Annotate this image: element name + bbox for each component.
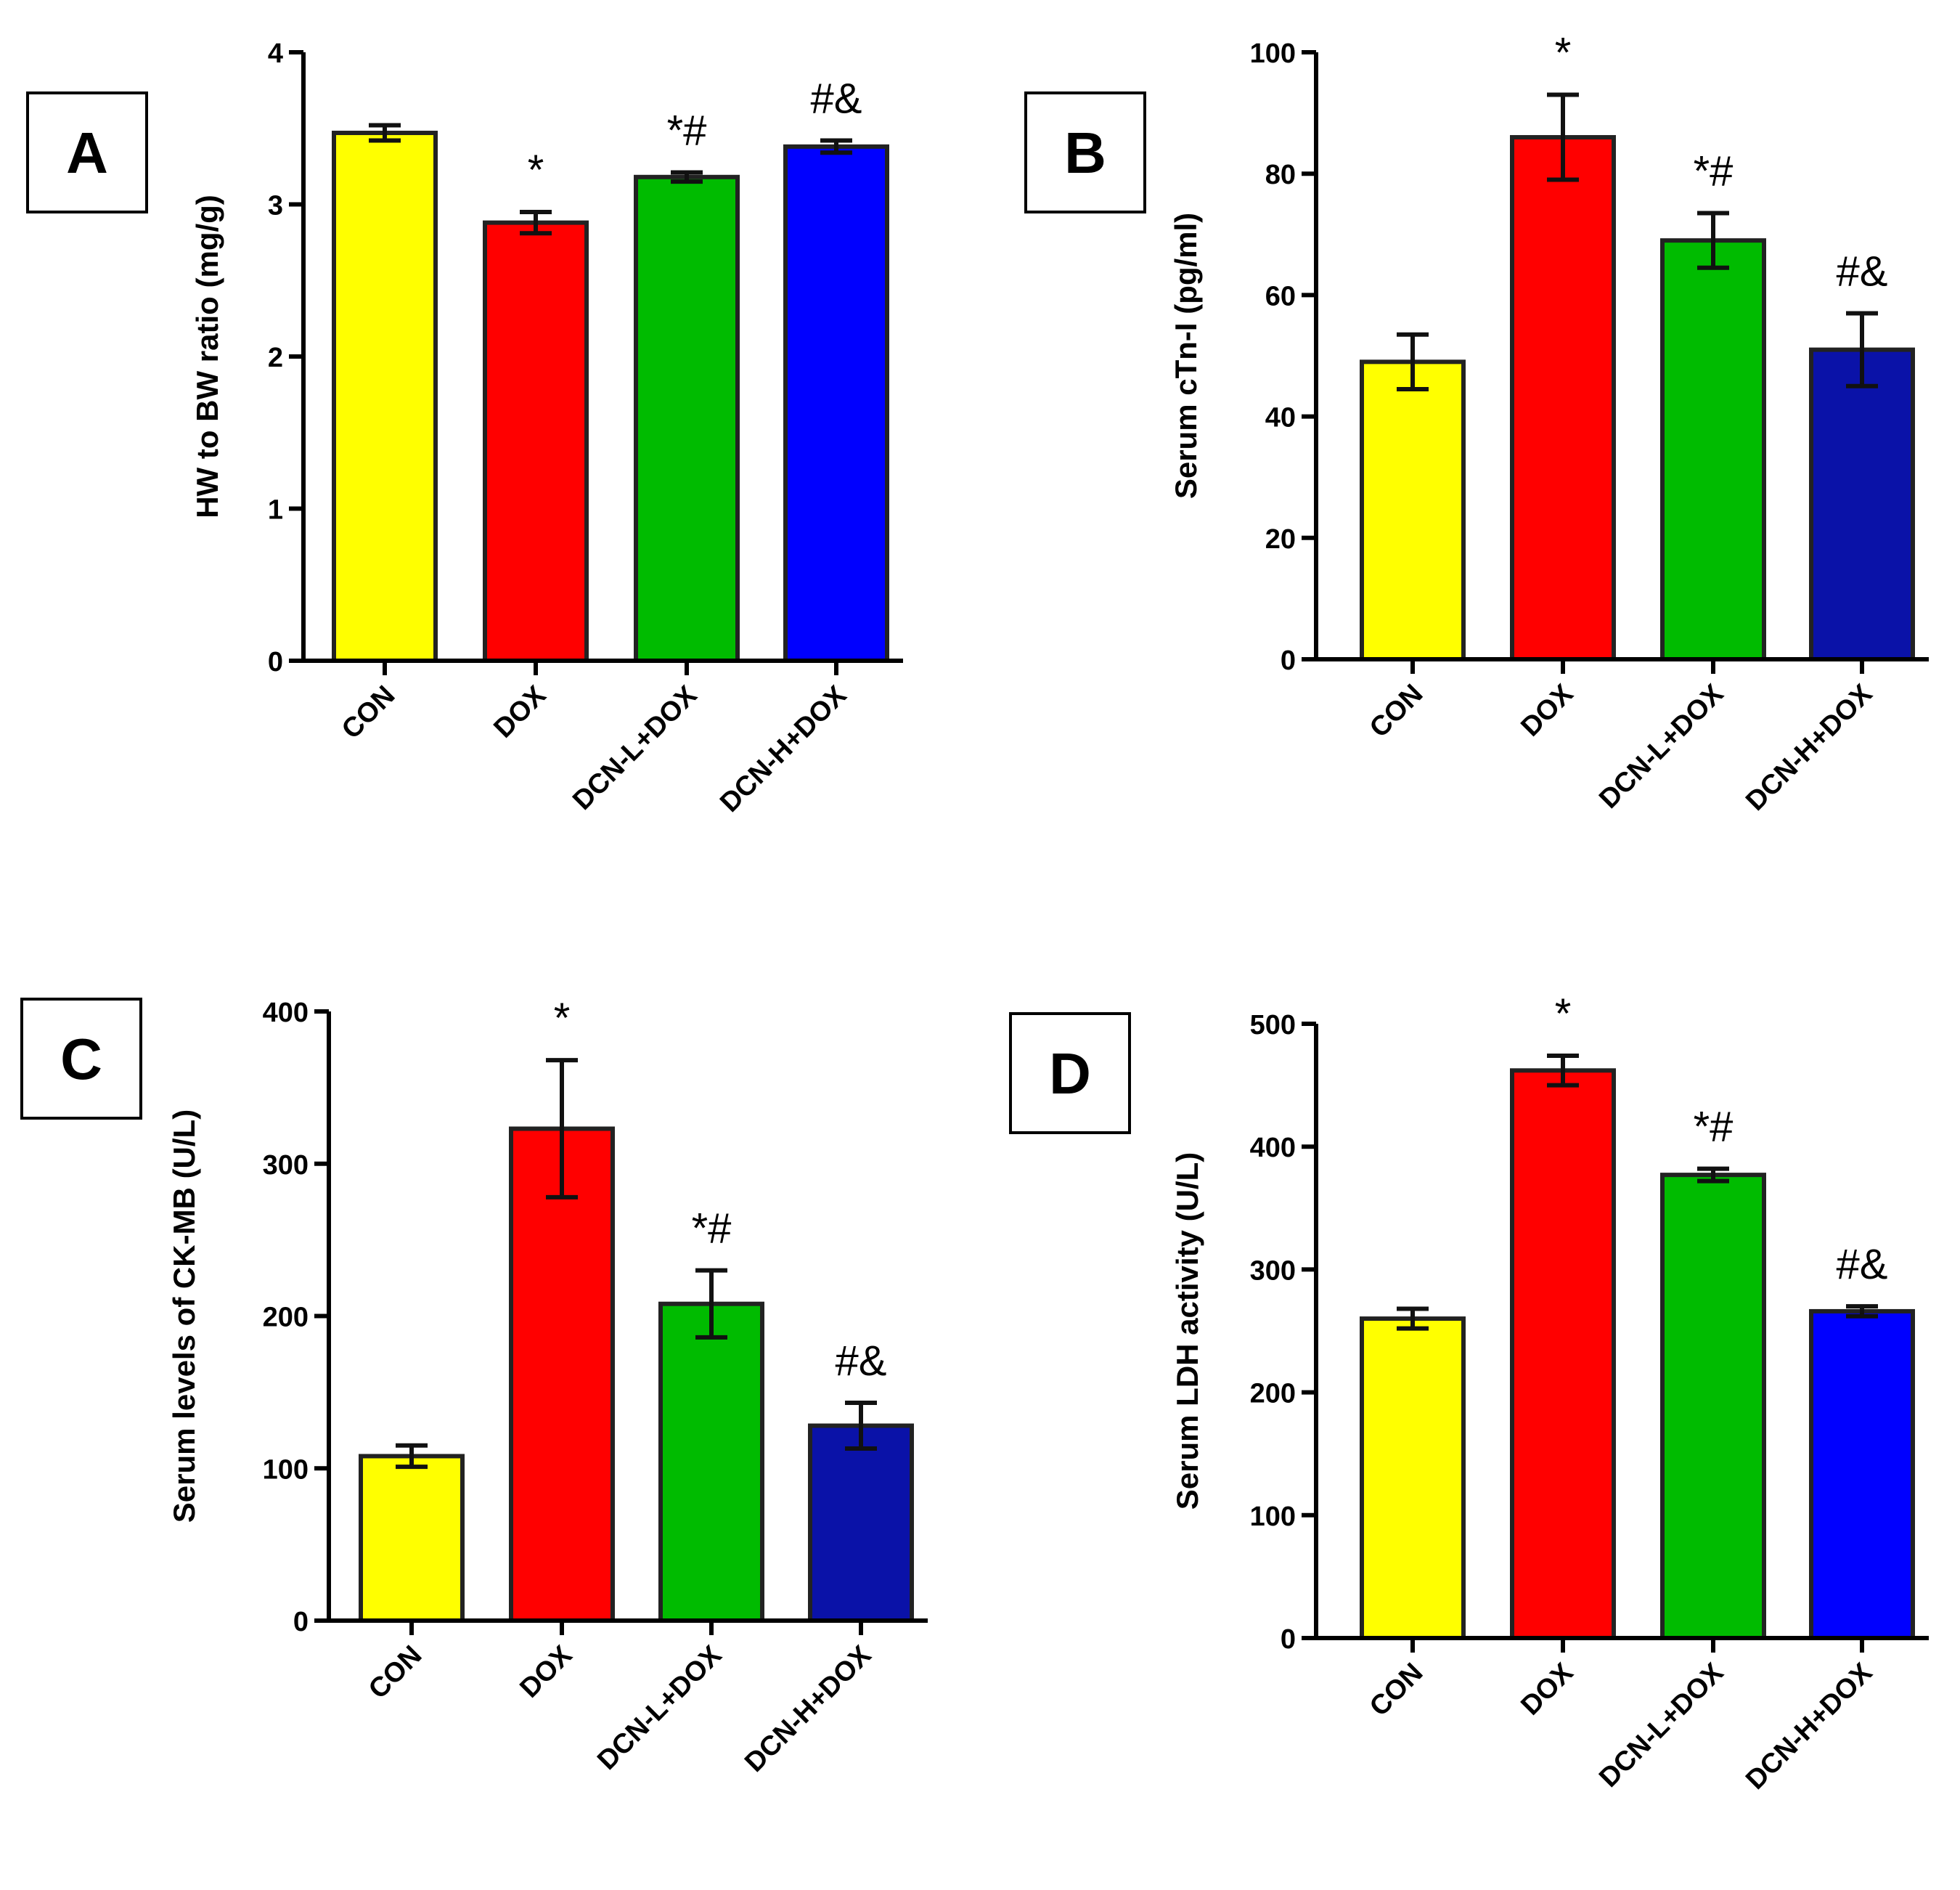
panel-c-y-tick-label-1: 100 bbox=[263, 1454, 309, 1485]
panel-a-y-axis-title: HW to BW ratio (mg/g) bbox=[190, 195, 224, 518]
panel-a-bar-dox bbox=[483, 220, 589, 663]
panel-d-y-tick-label-4: 400 bbox=[1250, 1133, 1296, 1163]
panel-a-y-tick-label-3: 3 bbox=[268, 191, 283, 221]
panel-a: A HW to BW ratio (mg/g) 0 1 2 3 4 CON * DOX *# DCN… bbox=[26, 38, 903, 818]
panel-b-bar-dcn-h-dox bbox=[1809, 347, 1915, 661]
panel-a-significance-dcn-l-dox: *# bbox=[667, 107, 707, 155]
panel-d-category-label-con: CON bbox=[1364, 1658, 1429, 1722]
panel-b-letter: B bbox=[1064, 121, 1106, 185]
panel-b-y-tick-label-0: 0 bbox=[1281, 645, 1296, 676]
panel-c-significance-dcn-h-dox: #& bbox=[836, 1337, 887, 1385]
panel-a-bar-dcn-h-dox bbox=[783, 144, 889, 663]
panel-a-label-box bbox=[26, 91, 148, 213]
panel-d-y-axis-title: Serum LDH activity (U/L) bbox=[1170, 1152, 1204, 1510]
panel-d-bar-dox bbox=[1510, 1068, 1616, 1640]
panel-d-label-box bbox=[1009, 1012, 1131, 1134]
panel-c-y-tick-label-4: 400 bbox=[263, 998, 309, 1028]
panel-d-y-tick-label-3: 300 bbox=[1250, 1255, 1296, 1286]
panel-c-category-label-con: CON bbox=[363, 1640, 428, 1705]
panel-c-category-label-dcn-h-dox: DCN-H+DOX bbox=[739, 1640, 878, 1778]
panel-d-bar-dcn-h-dox bbox=[1809, 1308, 1915, 1640]
panel-b-y-tick-label-5: 100 bbox=[1250, 38, 1296, 69]
panel-b-category-label-dcn-l-dox: DCN-L+DOX bbox=[1593, 678, 1730, 815]
panel-a-y-tick-label-1: 1 bbox=[268, 495, 283, 526]
panel-b-y-tick-label-2: 40 bbox=[1265, 403, 1296, 433]
panel-d-significance-dcn-l-dox: *# bbox=[1694, 1104, 1734, 1151]
panel-a-category-label-dcn-l-dox: DCN-L+DOX bbox=[567, 680, 703, 816]
panel-a-y-tick-label-2: 2 bbox=[268, 343, 283, 373]
panel-b-significance-dcn-l-dox: *# bbox=[1694, 148, 1734, 195]
panel-d-y-tick-label-1: 100 bbox=[1250, 1502, 1296, 1532]
panel-c-category-label-dcn-l-dox: DCN-L+DOX bbox=[592, 1640, 728, 1776]
panel-b: B Serum cTn-I (pg/ml) 0 20 40 60 80 100 CON * DOX… bbox=[1024, 30, 1929, 817]
panel-c: C Serum levels of CK-MB (U/L) 0 100 200 300 4… bbox=[20, 995, 928, 1778]
panel-d-letter: D bbox=[1049, 1041, 1091, 1106]
panel-c-label-box bbox=[20, 998, 142, 1120]
panel-a-category-label-con: CON bbox=[336, 680, 401, 745]
panel-c-y-tick-label-3: 300 bbox=[263, 1150, 309, 1181]
panel-b-y-tick-label-1: 20 bbox=[1265, 524, 1296, 555]
panel-b-significance-dcn-h-dox: #& bbox=[1837, 248, 1888, 295]
panel-c-bar-dcn-h-dox bbox=[808, 1423, 914, 1624]
panel-b-y-tick-label-3: 60 bbox=[1265, 281, 1296, 311]
panel-d-y-tick-label-2: 200 bbox=[1250, 1379, 1296, 1409]
panel-d-y-tick-label-5: 500 bbox=[1250, 1010, 1296, 1040]
panel-a-significance-dcn-h-dox: #& bbox=[811, 76, 862, 123]
panel-c-y-tick-label-0: 0 bbox=[293, 1607, 309, 1637]
panel-d-category-label-dox: DOX bbox=[1515, 1657, 1579, 1721]
panel-d-category-label-dcn-l-dox: DCN-L+DOX bbox=[1593, 1657, 1730, 1793]
panel-c-y-tick-label-2: 200 bbox=[263, 1303, 309, 1333]
panel-a-bar-con bbox=[332, 131, 438, 664]
panel-a-bar-dcn-l-dox bbox=[634, 174, 740, 664]
panel-d-significance-dox: * bbox=[1555, 990, 1572, 1038]
panel-b-category-label-dcn-h-dox: DCN-H+DOX bbox=[1740, 678, 1879, 817]
panel-a-y-tick-label-0: 0 bbox=[268, 647, 283, 677]
panel-c-significance-dcn-l-dox: *# bbox=[692, 1205, 732, 1252]
panel-b-bar-dcn-l-dox bbox=[1660, 238, 1766, 662]
panel-a-category-label-dcn-h-dox: DCN-H+DOX bbox=[714, 680, 853, 818]
panel-c-bar-con bbox=[359, 1454, 465, 1623]
panel-b-category-label-con: CON bbox=[1364, 679, 1429, 744]
panel-c-letter: C bbox=[60, 1027, 102, 1091]
panel-a-category-label-dox: DOX bbox=[488, 680, 552, 744]
panel-d-y-tick-label-0: 0 bbox=[1281, 1624, 1296, 1655]
panel-b-significance-dox: * bbox=[1555, 30, 1572, 77]
panel-b-bar-dox bbox=[1510, 135, 1616, 662]
panel-c-y-axis-title: Serum levels of CK-MB (U/L) bbox=[167, 1109, 201, 1523]
panel-b-label-box bbox=[1024, 91, 1146, 213]
panel-b-bar-con bbox=[1360, 359, 1466, 661]
panel-d: D Serum LDH activity (U/L) 0 100 200 300 400 5… bbox=[1009, 990, 1929, 1796]
panel-c-bar-dcn-l-dox bbox=[658, 1301, 764, 1623]
panel-a-significance-dox: * bbox=[528, 147, 544, 194]
panel-a-y-tick-label-4: 4 bbox=[268, 38, 283, 69]
panel-d-bar-dcn-l-dox bbox=[1660, 1173, 1766, 1640]
panel-d-bar-con bbox=[1360, 1316, 1466, 1640]
panel-c-category-label-dox: DOX bbox=[514, 1640, 578, 1703]
panel-a-letter: A bbox=[66, 121, 108, 185]
panel-d-significance-dcn-h-dox: #& bbox=[1837, 1241, 1888, 1288]
panel-c-bar-dox bbox=[509, 1126, 615, 1623]
panel-c-significance-dox: * bbox=[554, 995, 571, 1042]
panel-b-y-tick-label-4: 80 bbox=[1265, 160, 1296, 190]
panel-b-y-axis-title: Serum cTn-I (pg/ml) bbox=[1169, 213, 1203, 499]
panel-d-category-label-dcn-h-dox: DCN-H+DOX bbox=[1740, 1657, 1879, 1796]
panel-b-category-label-dox: DOX bbox=[1515, 678, 1579, 742]
